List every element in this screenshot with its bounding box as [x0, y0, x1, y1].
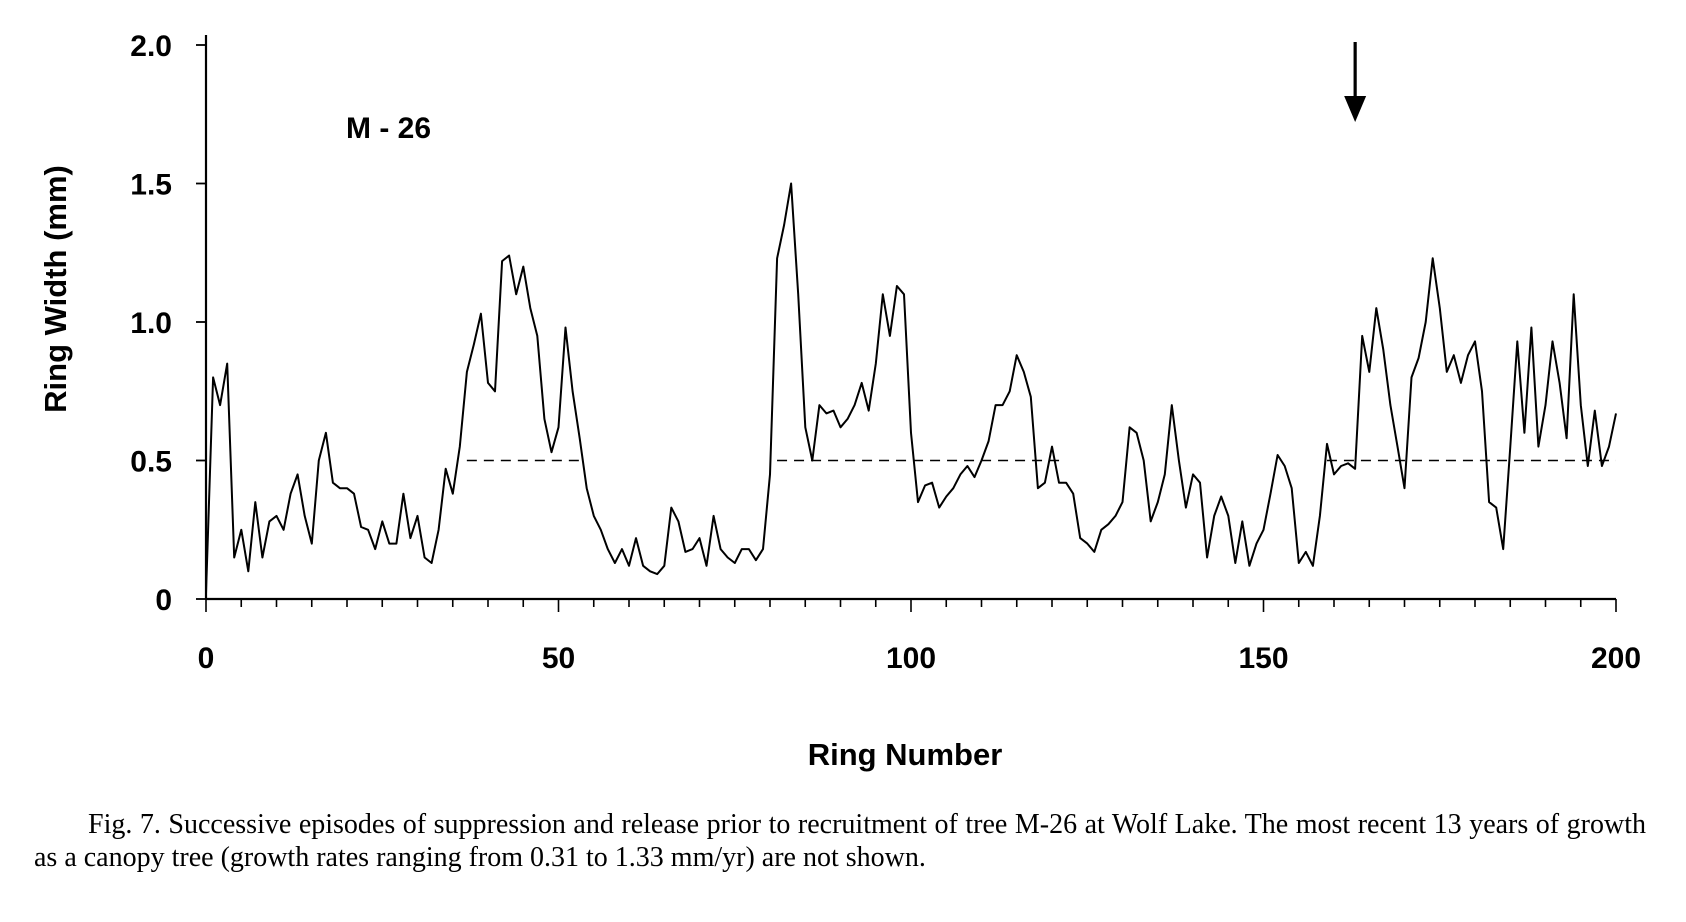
x-tick-label: 50 — [542, 642, 575, 675]
y-tick-label: 1.5 — [130, 169, 172, 202]
y-tick-label: 0 — [155, 584, 172, 617]
figure-caption: Fig. 7. Successive episodes of suppressi… — [34, 809, 1646, 873]
chart-labels: M - 26 Ring Number Ring Width (mm) — [38, 112, 1002, 772]
x-tick-label: 200 — [1591, 642, 1641, 675]
annotations — [1344, 42, 1367, 122]
x-tick-label: 100 — [886, 642, 936, 675]
y-axis-label: Ring Width (mm) — [38, 165, 73, 413]
y-tick-label: 0.5 — [130, 446, 172, 479]
ring-width-series-line — [205, 182, 1617, 594]
panel-label: M - 26 — [346, 112, 431, 145]
y-tick-label: 2.0 — [130, 30, 172, 63]
release-arrow-head — [1344, 96, 1367, 122]
chart-axes: 0 50 100 150 200 0 0.5 1.0 1.5 2.0 — [130, 30, 1641, 675]
x-tick-label: 0 — [198, 642, 215, 675]
y-tick-label: 1.0 — [130, 307, 172, 340]
series-lines — [205, 182, 1617, 594]
x-axis-label: Ring Number — [808, 737, 1003, 772]
x-tick-label: 150 — [1238, 642, 1288, 675]
